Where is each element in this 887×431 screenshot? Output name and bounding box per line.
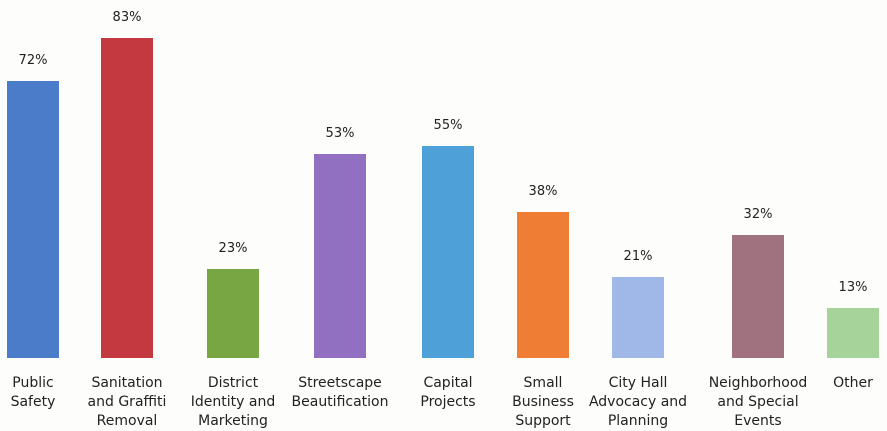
bar (827, 307, 879, 358)
data-label: 23% (218, 241, 248, 257)
bar (517, 211, 569, 358)
x-tick-label: Capital Projects (420, 375, 476, 410)
bar (101, 38, 153, 358)
x-tick-label: City Hall Advocacy and Planning (588, 375, 688, 429)
data-label: 38% (528, 183, 558, 199)
x-tick-label: Public Safety (10, 375, 56, 410)
data-label: 53% (325, 125, 355, 141)
bar (314, 153, 366, 358)
data-label: 32% (743, 206, 773, 222)
data-label: 13% (838, 279, 868, 295)
bar (422, 146, 474, 358)
x-tick-label: District Identity and Marketing (190, 375, 276, 429)
bar (732, 234, 784, 358)
x-tick-label: Small Business Support (512, 375, 574, 429)
x-tick-label: Sanitation and Graffiti Removal (87, 375, 167, 429)
x-tick-label: Streetscape Beautification (291, 375, 389, 410)
data-label: 21% (623, 249, 653, 265)
bar (612, 277, 664, 358)
data-label: 55% (433, 118, 463, 134)
x-tick-label: Neighborhood and Special Events (708, 375, 808, 429)
data-label: 72% (18, 52, 48, 68)
x-tick-label: Other (833, 375, 873, 391)
bar (7, 80, 59, 358)
data-label: 83% (112, 10, 142, 26)
bar (207, 269, 259, 358)
